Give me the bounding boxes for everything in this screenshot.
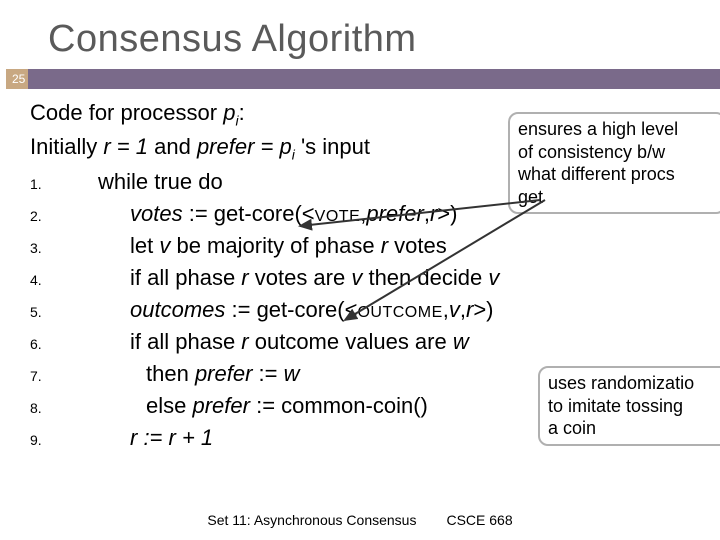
list-body: outcomes := get-core(<OUTCOME,v,r>): [74, 294, 494, 326]
text: Code for processor: [30, 100, 223, 125]
text: then decide: [362, 265, 488, 290]
list-body: then prefer := w: [74, 358, 300, 390]
text: r := r + 1: [130, 425, 213, 450]
text: w: [453, 329, 469, 354]
list-body: let v be majority of phase r votes: [74, 230, 447, 262]
text: r = 1: [103, 134, 148, 159]
text: prefer: [192, 393, 249, 418]
list-item: 3. let v be majority of phase r votes: [30, 230, 720, 262]
text: p: [223, 100, 235, 125]
callout-line: to imitate tossing: [548, 395, 720, 418]
text: 's input: [295, 134, 370, 159]
text: outcome values are: [249, 329, 453, 354]
text: then: [146, 361, 195, 386]
list-number: 2.: [30, 198, 74, 226]
text: votes: [130, 201, 183, 226]
text: >): [473, 297, 493, 322]
text: prefer = p: [197, 134, 292, 159]
text: votes: [388, 233, 447, 258]
text: v: [351, 265, 362, 290]
text: := get-core(<: [183, 201, 315, 226]
callout-line: uses randomizatio: [548, 372, 720, 395]
slide-title: Consensus Algorithm: [0, 0, 720, 69]
footer-right: CSCE 668: [446, 512, 512, 528]
text: and: [148, 134, 197, 159]
list-number: 4.: [30, 262, 74, 290]
list-number: 9.: [30, 422, 74, 450]
text: let: [130, 233, 159, 258]
text: outcomes: [130, 297, 225, 322]
text: Initially: [30, 134, 103, 159]
text: v: [159, 233, 170, 258]
callout-line: get: [518, 186, 716, 209]
footer-left: Set 11: Asynchronous Consensus: [207, 512, 416, 528]
text: be majority of phase: [170, 233, 380, 258]
list-number: 6.: [30, 326, 74, 354]
text: VOTE: [315, 208, 361, 225]
text: := get-core(<: [225, 297, 357, 322]
text: prefer: [366, 201, 423, 226]
text: prefer: [195, 361, 252, 386]
callout-line: what different procs: [518, 163, 716, 186]
text: :: [239, 100, 245, 125]
callout-consistency: ensures a high level of consistency b/w …: [508, 112, 720, 214]
text: >): [437, 201, 457, 226]
text: if all phase: [130, 265, 241, 290]
text: if all phase: [130, 329, 241, 354]
text: votes are: [249, 265, 352, 290]
callout-line: of consistency b/w: [518, 141, 716, 164]
list-body: if all phase r outcome values are w: [74, 326, 469, 358]
list-body: if all phase r votes are v then decide v: [74, 262, 499, 294]
callout-line: a coin: [548, 417, 720, 440]
list-body: else prefer := common-coin(): [74, 390, 428, 422]
text: v: [449, 297, 460, 322]
text: r: [381, 233, 388, 258]
text: r: [241, 265, 248, 290]
text: :=: [252, 361, 283, 386]
list-body: while true do: [74, 166, 223, 198]
list-number: 3.: [30, 230, 74, 258]
callout-line: ensures a high level: [518, 118, 716, 141]
list-body: votes := get-core(<VOTE,prefer,r>): [74, 198, 457, 230]
list-item: 4. if all phase r votes are v then decid…: [30, 262, 720, 294]
list-number: 8.: [30, 390, 74, 418]
list-number: 1.: [30, 166, 74, 194]
list-body: r := r + 1: [74, 422, 213, 454]
text: := common-coin(): [250, 393, 428, 418]
text: else: [146, 393, 192, 418]
text: OUTCOME: [357, 304, 442, 321]
list-item: 5. outcomes := get-core(<OUTCOME,v,r>): [30, 294, 720, 326]
footer: Set 11: Asynchronous Consensus CSCE 668: [0, 512, 720, 528]
badge-row: 25: [0, 69, 720, 93]
list-item: 6. if all phase r outcome values are w: [30, 326, 720, 358]
text: r: [241, 329, 248, 354]
callout-randomization: uses randomizatio to imitate tossing a c…: [538, 366, 720, 446]
list-number: 5.: [30, 294, 74, 322]
text: w: [284, 361, 300, 386]
list-number: 7.: [30, 358, 74, 386]
badge-stripe: [28, 69, 720, 89]
text: v: [488, 265, 499, 290]
